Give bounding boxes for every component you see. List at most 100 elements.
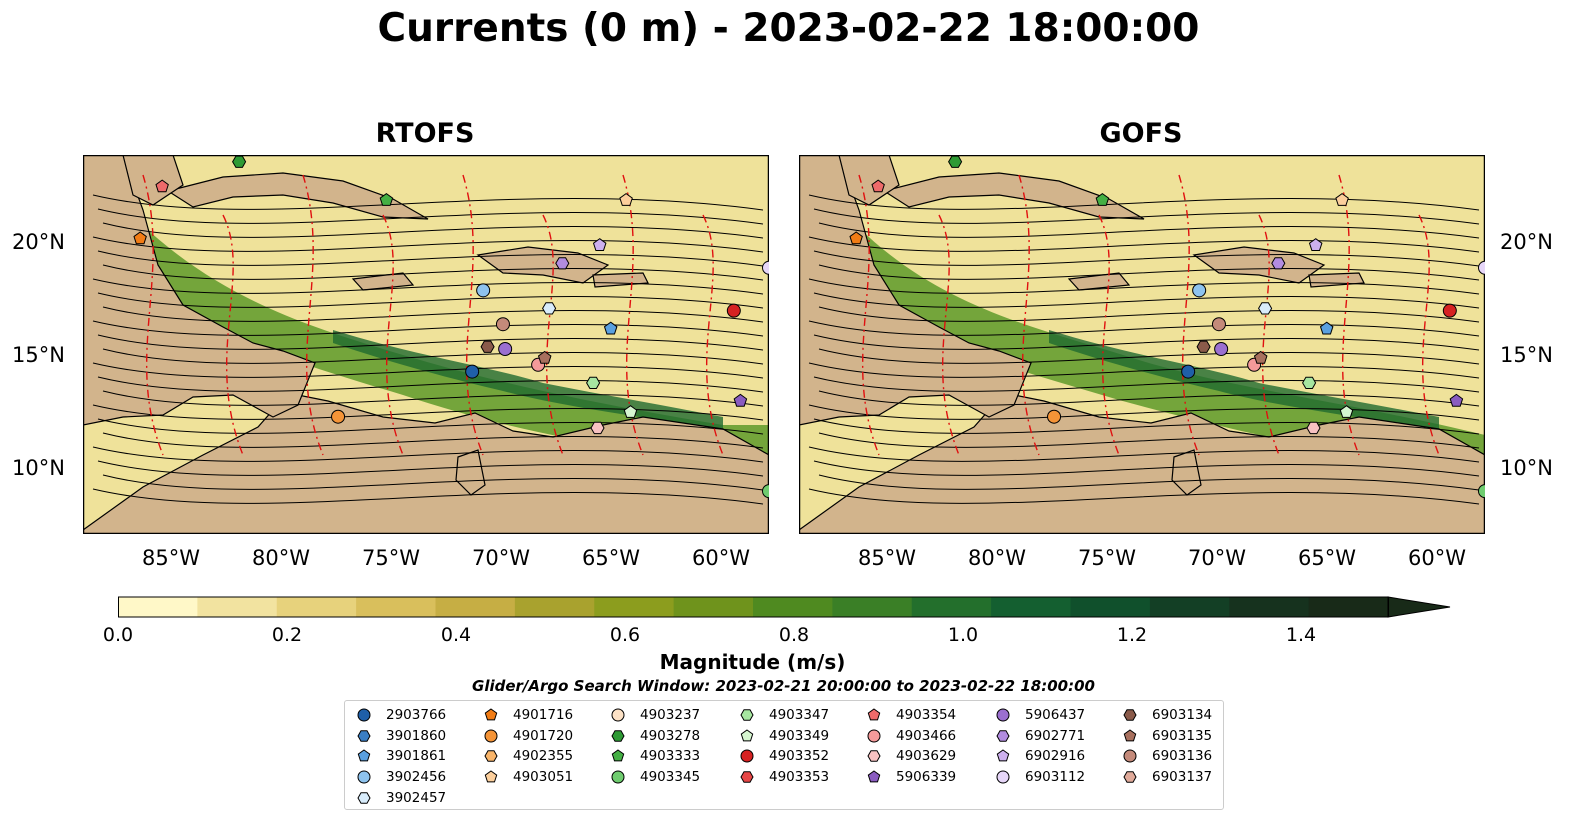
float-marker-4903278[interactable] [948,155,963,168]
float-marker-4903345[interactable] [762,484,770,499]
streamline [97,250,764,267]
colorbar-segment [356,597,436,617]
float-marker-5906437[interactable] [1214,342,1229,357]
eez-boundary [622,174,644,456]
float-marker-6903134[interactable] [480,340,495,353]
colorbar-segment [276,597,357,617]
hexagon-marker-icon [357,791,371,804]
streamline [102,432,764,449]
float-marker-4903629[interactable] [590,421,605,435]
float-marker-4903347[interactable] [586,376,601,389]
float-marker-3902456[interactable] [476,283,491,298]
float-marker-4903354[interactable] [871,179,885,193]
float-marker-4903349[interactable] [623,405,638,418]
float-marker-4901716[interactable] [133,231,147,245]
lon-tick-rtofs-80: 80°W [252,546,310,570]
circle-marker-icon [611,708,625,722]
legend-item-3902456: 3902456 [353,767,446,788]
streamline [92,488,764,505]
float-marker-5906437[interactable] [498,342,513,357]
float-marker-4901720[interactable] [1047,409,1062,424]
float-marker-4903333[interactable] [1095,192,1110,206]
search-window-caption: Glider/Argo Search Window: 2023-02-21 20… [472,677,1095,695]
float-marker-2903766[interactable] [1181,364,1196,379]
legend-item-4903333: 4903333 [607,746,700,767]
float-marker-6903112[interactable] [762,260,770,275]
colorbar-segment [514,597,595,617]
float-marker-4903051[interactable] [619,192,633,206]
float-marker-4903629[interactable] [1306,421,1321,435]
float-marker-4901716[interactable] [849,231,863,245]
float-marker-5906339[interactable] [1449,393,1464,407]
legend-item-4903466: 4903466 [863,726,956,747]
streamline [808,236,1480,253]
float-marker-6902916[interactable] [1308,238,1323,251]
float-marker-6902771[interactable] [555,257,570,270]
legend-column: 4901716 4901720 4902355 4903051 [480,705,573,787]
colorbar-segment [832,597,913,617]
legend-item-4903278: 4903278 [607,726,700,747]
colorbar-segment [1149,597,1230,617]
legend-label: 6903135 [1152,727,1213,744]
lat-tick-left-20: 20°N [12,230,65,254]
eez-boundary [222,214,244,456]
legend-item-3901860: 3901860 [353,726,446,747]
legend-item-3902457: 3902457 [353,787,446,808]
legend-label: 4903349 [769,727,830,744]
colorbar-segment [197,597,278,617]
pentagon-marker-icon [996,749,1010,762]
legend-item-6903136: 6903136 [1119,746,1212,767]
float-marker-3902456[interactable] [1192,283,1207,298]
eez-boundary [1178,174,1200,456]
float-marker-5906339[interactable] [733,393,748,407]
legend-label: 6903137 [1152,769,1213,786]
float-marker-6903134[interactable] [1196,340,1211,353]
legend-label: 4903333 [640,748,701,765]
float-marker-6903135[interactable] [537,350,552,364]
float-marker-6903136[interactable] [495,317,510,332]
float-marker-6903136[interactable] [1211,317,1226,332]
float-marker-4903333[interactable] [379,192,394,206]
lat-tick-left-15: 15°N [12,343,65,367]
float-marker-4903352[interactable] [1442,303,1457,318]
legend-label: 3901861 [386,748,447,765]
float-marker-4903349[interactable] [1339,405,1354,418]
legend-column: 4903347 4903349 4903352 4903353 [736,705,829,787]
float-marker-3902457[interactable] [542,302,557,315]
float-marker-4903051[interactable] [1335,192,1349,206]
float-marker-3901861[interactable] [1319,321,1334,335]
map-panel-gofs[interactable] [799,155,1485,534]
float-marker-6902916[interactable] [592,238,607,251]
float-marker-4903352[interactable] [726,303,741,318]
legend-label: 5906339 [896,769,957,786]
pentagon-marker-icon [867,770,881,783]
float-marker-4903345[interactable] [1478,484,1486,499]
float-marker-4901720[interactable] [331,409,346,424]
legend-label: 4902355 [513,748,574,765]
legend-item-4903051: 4903051 [480,767,573,788]
float-marker-3902457[interactable] [1258,302,1273,315]
streamline [808,194,1480,211]
streamline [818,390,1480,407]
streamline [818,432,1480,449]
float-marker-6903112[interactable] [1478,260,1486,275]
float-marker-6902771[interactable] [1271,257,1286,270]
map-frame [799,155,1485,534]
eez-boundary [542,214,564,456]
colorbar-tick: 0.4 [440,624,472,646]
map-panel-rtofs[interactable] [83,155,769,534]
circle-marker-icon [611,770,625,784]
float-marker-3901861[interactable] [603,321,618,335]
float-marker-4903354[interactable] [155,179,169,193]
float-marker-4903278[interactable] [232,155,247,168]
float-marker-6903135[interactable] [1253,350,1268,364]
streamline [818,222,1480,239]
panel-title-gofs: GOFS [1099,118,1183,149]
float-marker-4903347[interactable] [1302,376,1317,389]
streamline [97,208,764,225]
streamline [92,278,764,295]
float-marker-2903766[interactable] [465,364,480,379]
legend-label: 2903766 [386,707,447,724]
legend-item-4903629: 4903629 [863,746,956,767]
eez-boundary [142,174,164,456]
